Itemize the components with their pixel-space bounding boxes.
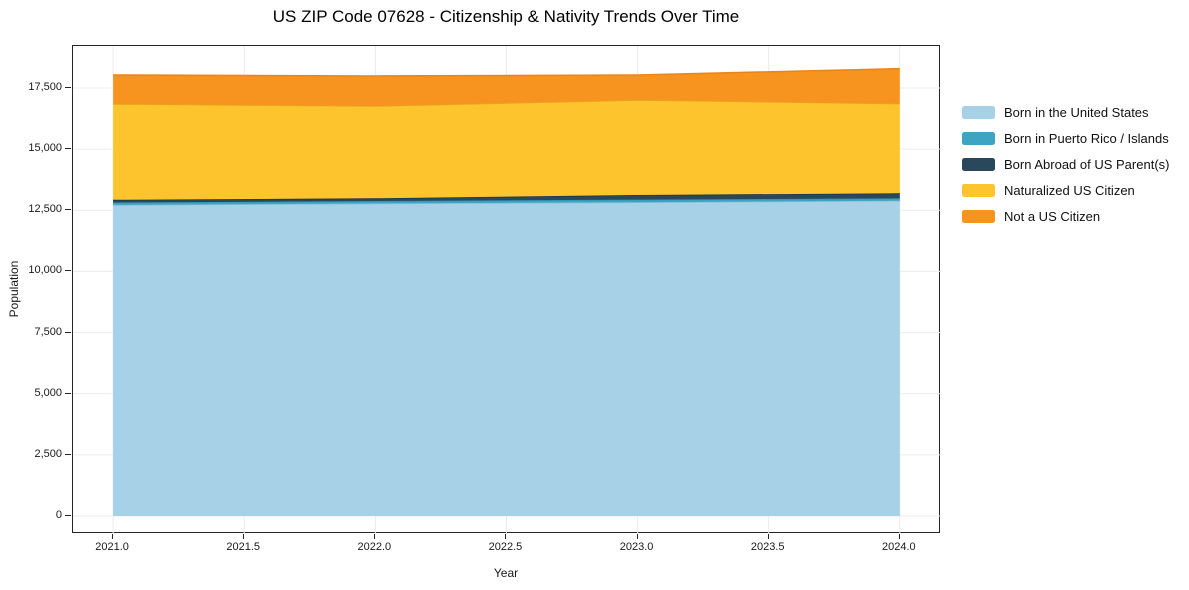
legend-entry-not-a-us-citizen: Not a US Citizen — [962, 203, 1169, 229]
area-edge-not-a-us-citizen — [113, 67, 900, 77]
area-not-a-us-citizen — [113, 68, 900, 106]
area-naturalized-us-citizen — [113, 100, 900, 200]
x-tick-mark — [505, 534, 506, 539]
y-tick-label: 5,000 — [34, 386, 62, 399]
plot-area — [72, 45, 941, 534]
legend-swatch-icon — [962, 183, 995, 197]
legend-swatch-icon — [962, 157, 995, 171]
legend-label: Naturalized US Citizen — [1004, 182, 1135, 198]
y-tick-mark — [65, 514, 71, 516]
legend-swatch-icon — [962, 131, 995, 145]
legend-swatch-icon — [962, 209, 995, 223]
y-tick-label: 2,500 — [34, 447, 62, 460]
chart-title: US ZIP Code 07628 - Citizenship & Nativi… — [272, 7, 740, 26]
y-tick-label: 12,500 — [28, 203, 62, 216]
y-tick-mark — [65, 392, 71, 394]
plot-svg — [73, 46, 941, 534]
area-born-abroad-of-us-parent-s — [113, 193, 900, 203]
x-tick-label: 2022.0 — [357, 541, 392, 553]
legend-entry-born-abroad-of-us-parent-s: Born Abroad of US Parent(s) — [962, 151, 1169, 177]
legend: Born in the United States Born in Puerto … — [962, 99, 1169, 229]
legend-label: Born in Puerto Rico / Islands — [1004, 130, 1169, 146]
x-tick-label: 2021.0 — [95, 541, 129, 553]
y-tick-mark — [65, 270, 71, 272]
y-tick-mark — [65, 86, 71, 88]
y-tick-mark — [65, 453, 71, 455]
x-tick-mark — [112, 534, 113, 539]
x-tick-mark — [374, 534, 375, 539]
x-tick-mark — [637, 534, 638, 539]
y-tick-label: 15,000 — [28, 142, 62, 155]
legend-label: Born Abroad of US Parent(s) — [1004, 156, 1170, 172]
y-axis-title: Population — [7, 260, 21, 318]
y-tick-label: 0 — [55, 508, 62, 521]
x-tick-label: 2024.0 — [882, 541, 916, 553]
x-tick-mark — [243, 534, 244, 539]
x-tick-label: 2023.0 — [619, 541, 654, 553]
x-tick-label: 2023.5 — [750, 541, 785, 553]
legend-swatch-icon — [962, 105, 995, 119]
y-tick-label: 10,000 — [28, 264, 62, 277]
y-tick-label: 17,500 — [28, 80, 62, 93]
x-tick-mark — [899, 534, 900, 539]
x-axis-title: Year — [493, 566, 519, 580]
y-tick-label: 7,500 — [34, 325, 62, 338]
y-tick-mark — [65, 148, 71, 150]
area-born-in-the-united-states — [113, 200, 900, 516]
x-tick-label: 2022.5 — [488, 541, 523, 553]
legend-entry-naturalized-us-citizen: Naturalized US Citizen — [962, 177, 1169, 203]
y-tick-mark — [65, 209, 71, 211]
x-tick-label: 2021.5 — [226, 541, 261, 553]
x-tick-mark — [768, 534, 769, 539]
legend-label: Not a US Citizen — [1004, 208, 1101, 224]
legend-label: Born in the United States — [1004, 104, 1149, 120]
legend-entry-born-in-puerto-rico-islands: Born in Puerto Rico / Islands — [962, 125, 1169, 151]
legend-entry-born-in-the-united-states: Born in the United States — [962, 99, 1169, 125]
y-tick-mark — [65, 331, 71, 333]
